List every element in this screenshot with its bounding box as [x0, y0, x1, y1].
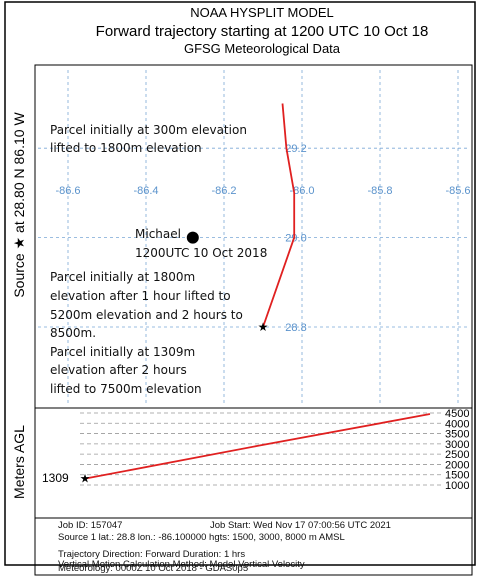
storm-time: 1200UTC 10 Oct 2018: [135, 246, 267, 260]
annotation: Parcel initially at 1309m: [50, 345, 195, 359]
trajectory-line: [262, 103, 296, 328]
source-star: ★: [258, 320, 269, 334]
footer-line: Meteorology: 0000Z 10 Oct 2018 - GDAS0p5: [58, 563, 248, 574]
height-line: [84, 413, 431, 480]
annotation: 5200m elevation and 2 hours to: [50, 308, 243, 322]
annotation: lifted to 1800m elevation: [50, 141, 202, 155]
footer-line: Job ID: 157047: [58, 520, 122, 531]
lon-label: -85.8: [367, 185, 392, 197]
annotation: Parcel initially at 300m elevation: [50, 123, 247, 137]
lon-label: -86.0: [289, 185, 314, 197]
annotation: elevation after 2 hours: [50, 363, 187, 377]
footer-frame: [34, 517, 473, 576]
height-tick-label: 1500: [445, 470, 469, 482]
height-tick-label: 4000: [445, 418, 469, 430]
height-tick-label: 3000: [445, 439, 469, 451]
lon-label: -86.6: [55, 185, 80, 197]
height-tick-label: 2500: [445, 449, 469, 461]
height-tick-label: 3500: [445, 429, 469, 441]
lat-label: 29.2: [285, 143, 306, 155]
height-tick-label: 1000: [445, 480, 469, 492]
annotation: lifted to 7500m elevation: [50, 382, 202, 396]
footer-line: Job Start: Wed Nov 17 07:00:56 UTC 2021: [210, 520, 391, 531]
height-frame: [34, 407, 473, 519]
lat-label: 29.0: [285, 233, 306, 245]
storm-marker: [186, 231, 199, 244]
footer-line: Vertical Motion Calculation Method: Mode…: [58, 559, 305, 570]
height-tick-label: 2000: [445, 459, 469, 471]
subtitle: Forward trajectory starting at 1200 UTC …: [96, 23, 429, 40]
height-axis-label: Meters AGL: [11, 425, 27, 499]
outer-frame: [4, 1, 476, 566]
height-tick-label: 4500: [445, 408, 469, 420]
title: NOAA HYSPLIT MODEL: [190, 5, 334, 20]
height-star: ★: [80, 472, 91, 486]
met-source: GFSG Meteorological Data: [184, 41, 341, 56]
start-height-label: 1309: [42, 471, 69, 485]
lat-label: 28.8: [285, 322, 306, 334]
footer-line: Source 1 lat.: 28.8 lon.: -86.100000 hgt…: [58, 532, 345, 543]
footer-line: Trajectory Direction: Forward Duration: …: [58, 549, 245, 560]
side-label: Source ★ at 28.80 N 86.10 W: [11, 112, 27, 298]
lon-label: -86.2: [211, 185, 236, 197]
lon-label: -85.6: [445, 185, 470, 197]
annotation: elevation after 1 hour lifted to: [50, 289, 231, 303]
annotation: 8500m.: [50, 326, 96, 340]
storm-name: Michael: [135, 227, 181, 241]
content: -86.6 -86.4 -86.2 -86.0 -85.8 -85.6 29.2 29.0 28…: [38, 70, 471, 574]
lon-label: -86.4: [133, 185, 158, 197]
annotation: Parcel initially at 1800m: [50, 270, 195, 284]
